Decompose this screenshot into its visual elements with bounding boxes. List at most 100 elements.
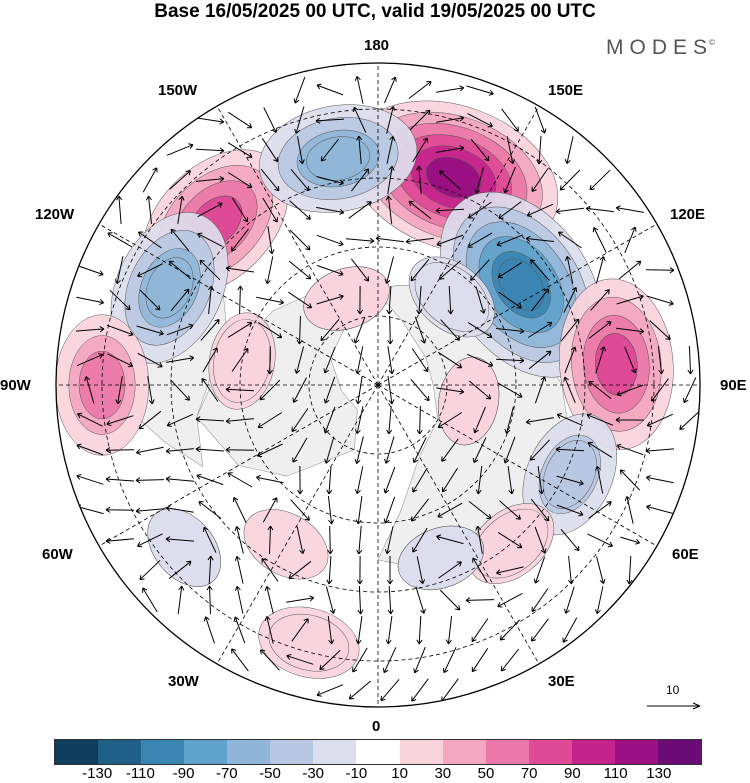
wind-arrow xyxy=(498,201,522,219)
wind-arrow xyxy=(196,175,225,182)
wind-arrow xyxy=(645,267,675,274)
wind-arrow xyxy=(297,465,304,495)
anomaly-contour xyxy=(303,266,390,331)
wind-arrow xyxy=(232,197,249,223)
wind-arrow xyxy=(624,346,637,374)
map-disk-border xyxy=(55,62,701,708)
wind-arrow xyxy=(257,412,283,429)
wind-arrow xyxy=(466,353,494,367)
wind-arrow xyxy=(560,318,580,342)
wind-arrow xyxy=(201,378,219,402)
wind-arrow xyxy=(387,165,395,194)
wind-arrow xyxy=(315,117,345,124)
wind-arrow xyxy=(227,322,253,338)
wind-arrow xyxy=(326,465,333,495)
wind-arrow xyxy=(592,227,607,253)
wind-arrow xyxy=(616,443,644,456)
colorbar-tick-label: -70 xyxy=(215,765,238,782)
wind-arrow xyxy=(196,117,225,125)
copyright-mark: © xyxy=(709,38,715,47)
wind-arrow xyxy=(387,376,395,405)
colorbar-swatch xyxy=(55,740,99,764)
wind-arrow xyxy=(440,319,460,341)
lon-label-150e: 150E xyxy=(548,82,584,99)
wind-arrow xyxy=(292,377,307,403)
wind-arrow xyxy=(646,504,674,515)
wind-arrow xyxy=(195,446,225,453)
wind-arrow xyxy=(327,496,335,525)
colorbar-tick-label: 90 xyxy=(564,765,581,782)
wind-arrow xyxy=(526,203,554,217)
wind-arrow xyxy=(291,618,309,642)
wind-arrow xyxy=(385,195,393,224)
wind-arrow xyxy=(316,264,344,277)
wind-arrow xyxy=(506,136,515,165)
wind-arrow xyxy=(558,231,582,249)
wind-arrow xyxy=(168,260,192,280)
wind-arrow xyxy=(683,377,697,404)
wind-arrow xyxy=(288,291,313,309)
wind-arrow xyxy=(288,560,312,580)
wind-arrow xyxy=(76,353,104,367)
wind-arrow xyxy=(472,437,487,464)
lon-label-150w: 150W xyxy=(158,82,198,99)
wind-arrow xyxy=(316,83,344,96)
wind-arrow xyxy=(225,446,255,453)
wind-arrow xyxy=(590,289,610,311)
wind-arrow xyxy=(225,386,255,393)
colorbar-swatch xyxy=(485,740,529,764)
wind-arrow xyxy=(138,410,162,430)
colorbar-swatch xyxy=(141,740,185,764)
colorbar-tick-label: -30 xyxy=(302,765,325,782)
wind-arrow xyxy=(139,289,161,311)
wind-arrow xyxy=(200,319,220,341)
scale-arrow xyxy=(647,702,701,710)
wind-arrow xyxy=(135,446,164,455)
wind-arrow xyxy=(165,505,194,513)
wind-arrow xyxy=(135,477,165,484)
wind-arrow xyxy=(382,647,397,674)
wind-arrow xyxy=(594,586,604,615)
colorbar-tick-label: 110 xyxy=(603,765,628,782)
lon-label-0: 0 xyxy=(372,718,381,735)
wind-arrow xyxy=(503,166,516,194)
colorbar-swatch xyxy=(442,740,486,764)
wind-arrow xyxy=(560,528,580,552)
wind-arrow xyxy=(263,107,278,133)
wind-arrow xyxy=(266,345,273,375)
wind-arrow xyxy=(620,536,641,545)
wind-arrow xyxy=(114,256,124,285)
wind-arrow xyxy=(445,616,453,645)
colorbar-tick-label: -10 xyxy=(345,765,368,782)
wind-arrow xyxy=(384,436,395,464)
wind-arrow xyxy=(165,448,194,455)
colorbar-swatch xyxy=(98,740,142,764)
wind-arrow xyxy=(416,556,426,585)
lon-label-30w: 30W xyxy=(168,673,199,690)
wind-arrow xyxy=(352,647,368,673)
colorbar-tick-label: 30 xyxy=(434,765,452,782)
wind-arrow xyxy=(475,525,483,554)
wind-arrow xyxy=(105,476,135,483)
wind-arrow xyxy=(198,501,222,519)
wind-arrow xyxy=(351,168,370,192)
anomaly-contour xyxy=(438,356,500,446)
wind-arrow xyxy=(262,497,278,523)
wind-arrow xyxy=(203,616,215,644)
wind-arrow xyxy=(529,439,550,461)
wind-arrow xyxy=(386,135,396,164)
meridian-line xyxy=(98,223,379,386)
colorbar-tick-label: -90 xyxy=(172,765,195,782)
wind-arrow xyxy=(225,418,254,425)
wind-arrow xyxy=(356,525,363,555)
wind-arrow xyxy=(559,169,581,191)
wind-vectors xyxy=(75,75,700,702)
wind-arrow xyxy=(170,228,190,252)
wind-arrow xyxy=(416,615,423,645)
wind-arrow xyxy=(386,556,394,585)
wind-arrow xyxy=(438,561,462,579)
wind-arrow xyxy=(436,387,465,395)
wind-arrow xyxy=(587,442,613,458)
wind-arrow xyxy=(354,436,364,464)
wind-arrow xyxy=(319,650,341,671)
